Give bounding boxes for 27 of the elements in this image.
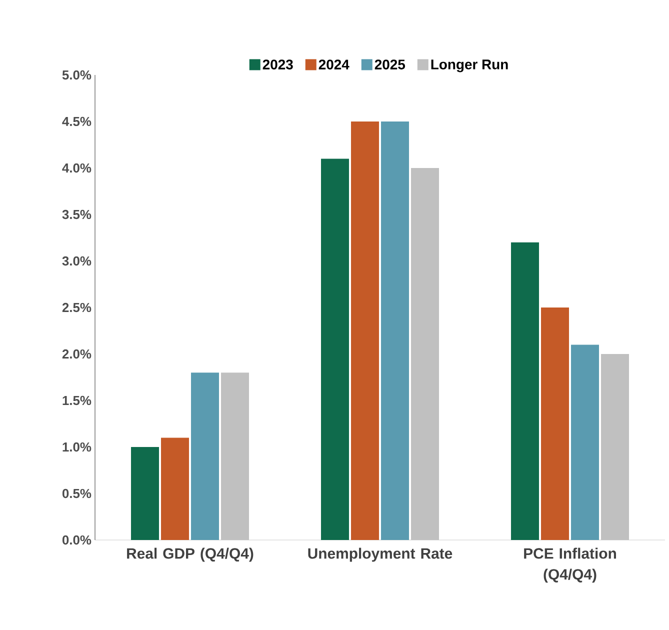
legend-label: Longer Run [431, 60, 508, 72]
bar [191, 372, 219, 540]
y-tick-label: 3.0% [62, 256, 92, 266]
y-tick-label: 2.5% [62, 302, 92, 312]
bar [541, 307, 570, 540]
bar [161, 438, 189, 540]
y-tick-label: 0.5% [62, 488, 92, 498]
bar [131, 447, 159, 540]
bar [571, 344, 600, 540]
y-tick-label: 0.0% [62, 535, 92, 545]
y-tick-label: 2.0% [62, 349, 92, 359]
y-tick-label: 4.0% [62, 163, 92, 173]
bar [511, 242, 540, 540]
y-tick-label: 5.0% [62, 70, 92, 80]
x-tick-label: Unemployment Rate [308, 548, 452, 562]
legend-label: 2024 [318, 60, 350, 70]
y-tick-label: 4.5% [62, 116, 92, 126]
bar [351, 121, 380, 540]
y-tick-label: 3.5% [62, 210, 92, 220]
legend-label: 2023 [262, 60, 293, 70]
legend-label: 2025 [374, 60, 406, 70]
x-tick-label: PCE Inflation (Q4/Q4) [524, 548, 616, 583]
y-tick-label: 1.0% [62, 442, 92, 452]
bar [381, 121, 410, 540]
bar [321, 158, 350, 540]
y-tick-label: 1.5% [62, 396, 92, 406]
x-tick-label: Real GDP (Q4/Q4) [127, 548, 254, 562]
